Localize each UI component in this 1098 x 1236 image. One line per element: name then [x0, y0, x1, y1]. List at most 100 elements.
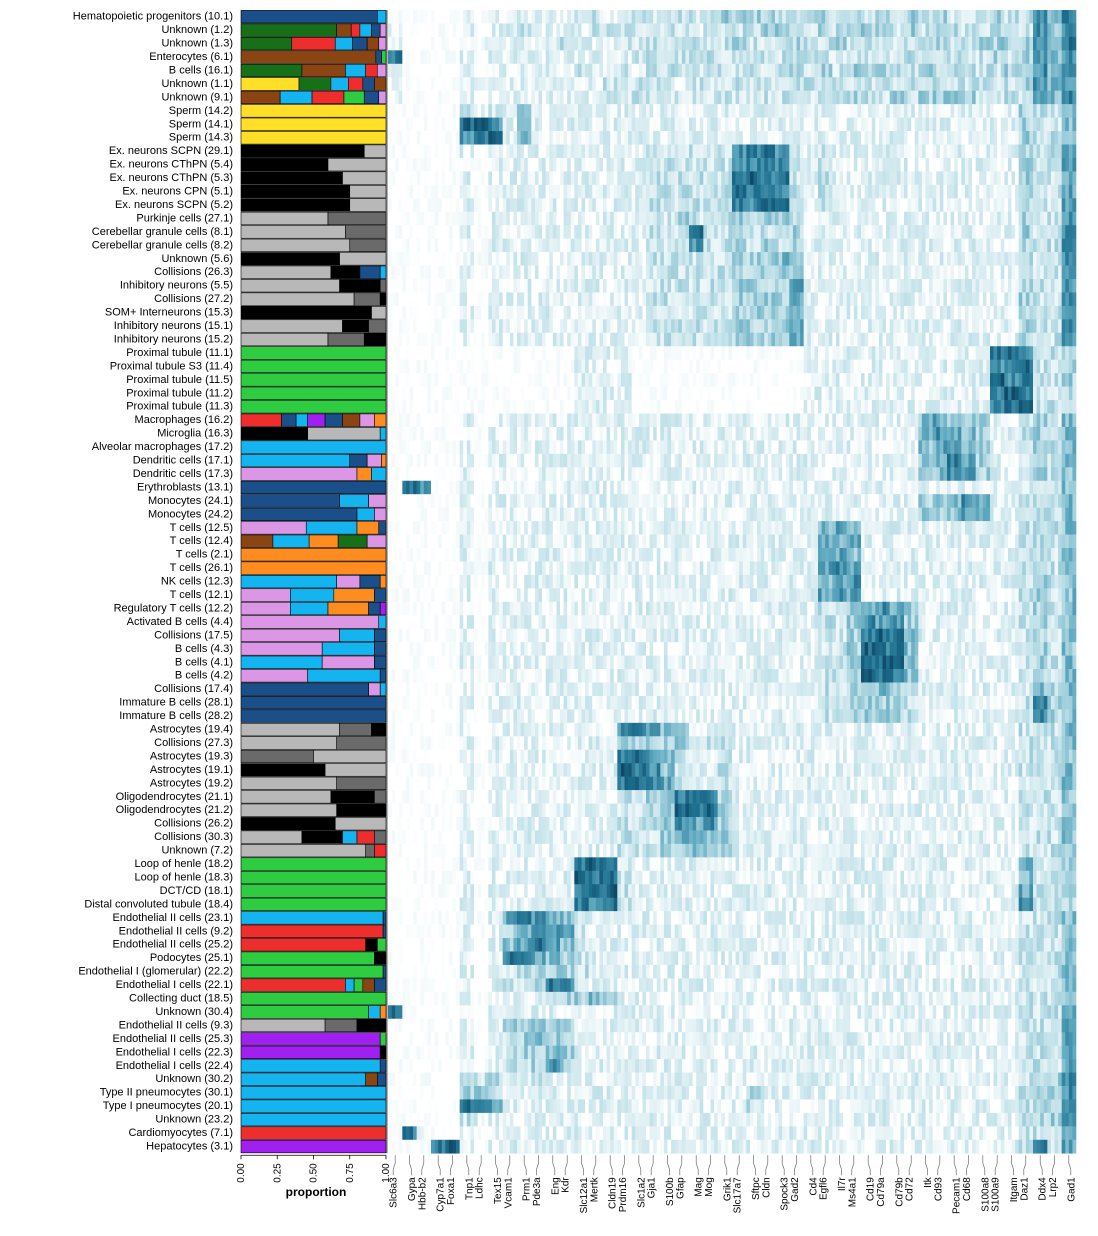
- heatmap-cell: [488, 332, 493, 347]
- heatmap-cell: [388, 225, 392, 239]
- heatmap-cell: [749, 211, 754, 226]
- heatmap-cell: [531, 292, 536, 307]
- heatmap-cell: [757, 279, 761, 293]
- heatmap-cell: [861, 319, 865, 334]
- heatmap-cell: [993, 157, 998, 172]
- heatmap-cell: [947, 211, 951, 226]
- heatmap-cell: [947, 319, 951, 334]
- heatmap-cell: [556, 171, 561, 186]
- heatmap-cell: [767, 238, 772, 253]
- heatmap-cell: [921, 10, 926, 24]
- heatmap-cell: [524, 90, 529, 105]
- heatmap-cell: [667, 10, 672, 24]
- heatmap-cell: [814, 171, 819, 186]
- heatmap-cell: [499, 10, 503, 24]
- bar-segment: [240, 628, 340, 643]
- bar-segment: [345, 978, 355, 992]
- heatmap-cell: [760, 265, 765, 280]
- heatmap-cell: [957, 104, 962, 118]
- bar-segment: [240, 359, 387, 374]
- heatmap-cell: [448, 157, 453, 172]
- heatmap-cell: [405, 117, 410, 132]
- heatmap-cell: [517, 144, 521, 159]
- heatmap-cell: [846, 63, 851, 78]
- row-label: Ex. neurons CThPN (5.4): [110, 159, 234, 171]
- heatmap-cell: [961, 238, 966, 253]
- heatmap-cell: [753, 292, 758, 307]
- heatmap-cell: [760, 36, 765, 51]
- heatmap-cell: [1040, 77, 1045, 91]
- heatmap-cell: [832, 319, 837, 334]
- heatmap-cell: [585, 131, 589, 145]
- heatmap-cell: [853, 77, 858, 91]
- heatmap-cell: [696, 63, 701, 78]
- heatmap-cell: [889, 157, 894, 172]
- heatmap-cell: [975, 225, 980, 239]
- heatmap-cell: [943, 225, 948, 239]
- heatmap-cell: [595, 225, 600, 239]
- heatmap-cell: [911, 225, 916, 239]
- heatmap-cell: [764, 238, 769, 253]
- heatmap-cell: [914, 184, 919, 199]
- bar-segment: [363, 90, 380, 105]
- heatmap-cell: [477, 171, 482, 186]
- heatmap-cell: [538, 211, 543, 226]
- heatmap-cell: [517, 211, 521, 226]
- heatmap-cell: [1007, 319, 1012, 334]
- heatmap-cell: [721, 131, 726, 145]
- heatmap-cell: [438, 171, 443, 186]
- heatmap-cell: [570, 198, 575, 213]
- heatmap-cell: [1040, 198, 1045, 213]
- heatmap-cell: [706, 171, 711, 186]
- heatmap-cell: [993, 211, 998, 226]
- heatmap-cell: [552, 225, 557, 239]
- heatmap-cell: [391, 252, 396, 266]
- heatmap-cell: [1050, 36, 1055, 51]
- heatmap-cell: [893, 265, 898, 280]
- heatmap-cell: [599, 131, 604, 145]
- row-label: Endothelial II cells (9.2): [119, 925, 233, 937]
- heatmap-cell: [757, 157, 761, 172]
- heatmap-cell: [1065, 90, 1070, 105]
- heatmap-cell: [613, 279, 618, 293]
- heatmap-cell: [549, 238, 554, 253]
- heatmap-cell: [972, 36, 976, 51]
- heatmap-cell: [914, 211, 919, 226]
- heatmap-cell: [821, 104, 826, 118]
- heatmap-cell: [1072, 184, 1077, 199]
- heatmap-cell: [531, 238, 536, 253]
- heatmap-cell: [671, 77, 675, 91]
- heatmap-cell: [914, 104, 919, 118]
- heatmap-cell: [395, 90, 400, 105]
- heatmap-cell: [717, 184, 722, 199]
- heatmap-cell: [398, 63, 403, 78]
- heatmap-cell: [1011, 144, 1016, 159]
- heatmap-cell: [585, 171, 589, 186]
- heatmap-cell: [1029, 319, 1034, 334]
- heatmap-cell: [714, 305, 718, 320]
- heatmap-cell: [653, 305, 658, 320]
- heatmap-cell: [853, 131, 858, 145]
- heatmap-cell: [853, 63, 858, 78]
- heatmap-cell: [775, 184, 779, 199]
- heatmap-cell: [448, 171, 453, 186]
- heatmap-cell: [563, 77, 568, 91]
- heatmap-cell: [1058, 171, 1062, 186]
- heatmap-cell: [520, 184, 525, 199]
- heatmap-cell: [631, 211, 636, 226]
- heatmap-cell: [699, 238, 704, 253]
- heatmap-cell: [592, 63, 597, 78]
- heatmap-cell: [466, 171, 471, 186]
- heatmap-cell: [653, 36, 658, 51]
- heatmap-cell: [638, 252, 643, 266]
- heatmap-cell: [491, 90, 496, 105]
- heatmap-cell: [1022, 292, 1027, 307]
- heatmap-cell: [753, 104, 758, 118]
- heatmap-cell: [663, 50, 668, 65]
- bar-segment: [240, 252, 340, 266]
- heatmap-cell: [642, 171, 647, 186]
- heatmap-cell: [807, 305, 812, 320]
- heatmap-cell: [595, 279, 600, 293]
- heatmap-cell: [488, 184, 493, 199]
- heatmap-cell: [470, 36, 475, 51]
